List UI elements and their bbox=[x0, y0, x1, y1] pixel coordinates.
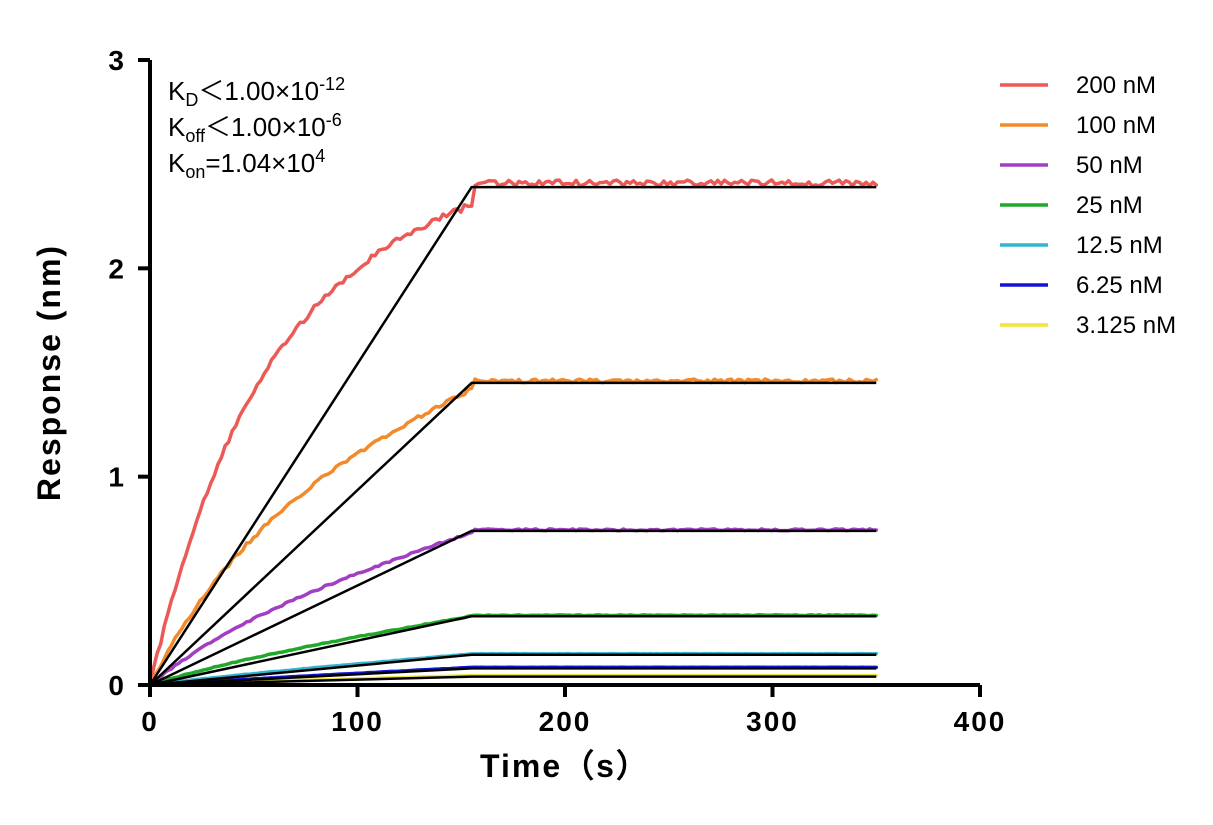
legend-label: 12.5 nM bbox=[1076, 232, 1163, 259]
x-tick-label: 0 bbox=[141, 706, 159, 737]
legend-label: 100 nM bbox=[1076, 112, 1156, 139]
binding-kinetics-chart: 01002003004000123Time（s）Response (nm)KD＜… bbox=[0, 0, 1213, 825]
x-tick-label: 400 bbox=[954, 706, 1007, 737]
x-tick-label: 300 bbox=[746, 706, 799, 737]
y-tick-label: 1 bbox=[108, 462, 126, 493]
y-tick-label: 2 bbox=[108, 253, 126, 284]
legend-label: 50 nM bbox=[1076, 152, 1143, 179]
y-tick-label: 0 bbox=[108, 670, 126, 701]
legend-label: 200 nM bbox=[1076, 72, 1156, 99]
legend-label: 25 nM bbox=[1076, 192, 1143, 219]
x-tick-label: 200 bbox=[539, 706, 592, 737]
x-axis-title: Time（s） bbox=[480, 748, 650, 784]
y-axis-title: Response (nm) bbox=[31, 244, 67, 501]
chart-svg: 01002003004000123Time（s）Response (nm)KD＜… bbox=[0, 0, 1213, 825]
x-tick-label: 100 bbox=[331, 706, 384, 737]
legend-label: 6.25 nM bbox=[1076, 272, 1163, 299]
y-tick-label: 3 bbox=[108, 45, 126, 76]
legend-label: 3.125 nM bbox=[1076, 312, 1176, 339]
